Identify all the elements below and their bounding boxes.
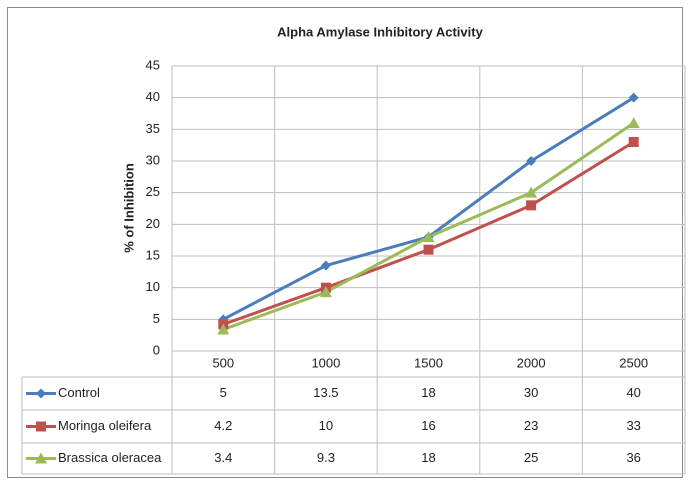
table-value: 10 [319, 418, 333, 433]
marker [525, 186, 538, 198]
marker [627, 117, 640, 128]
table-value: 18 [421, 385, 435, 400]
marker [422, 231, 435, 242]
x-tick-label: 1000 [311, 355, 340, 370]
table-value: 23 [524, 418, 538, 433]
y-tick-label: 10 [146, 279, 160, 294]
table-value: 25 [524, 450, 538, 465]
marker [628, 137, 639, 147]
x-tick-label: 1500 [414, 355, 443, 370]
y-tick-label: 25 [146, 184, 160, 199]
y-tick-label: 5 [153, 311, 160, 326]
legend-label: Control [58, 385, 100, 400]
y-axis-label: % of Inhibition [121, 163, 136, 253]
y-tick-label: 30 [146, 152, 160, 167]
x-tick-label: 500 [212, 355, 234, 370]
y-tick-label: 20 [146, 216, 160, 231]
marker [320, 260, 331, 271]
chart-frame [7, 7, 683, 478]
y-tick-label: 15 [146, 247, 160, 262]
marker [36, 388, 46, 399]
table-value: 4.2 [214, 418, 232, 433]
y-tick-label: 0 [153, 342, 160, 357]
table-value: 13.5 [313, 385, 338, 400]
table-value: 18 [421, 450, 435, 465]
y-tick-label: 35 [146, 121, 160, 136]
marker [217, 323, 230, 335]
x-tick-label: 2000 [517, 355, 546, 370]
table-value: 33 [626, 418, 640, 433]
table-value: 40 [626, 385, 640, 400]
marker [628, 92, 639, 103]
table-value: 30 [524, 385, 538, 400]
marker [526, 156, 537, 166]
legend-label: Moringa oleifera [58, 418, 152, 433]
table-value: 16 [421, 418, 435, 433]
marker [526, 200, 537, 211]
table-value: 9.3 [317, 450, 335, 465]
marker [36, 421, 46, 432]
marker [319, 286, 332, 298]
table-value: 5 [220, 385, 227, 400]
marker [423, 244, 434, 255]
table-value: 36 [626, 450, 640, 465]
y-tick-label: 40 [146, 89, 160, 104]
table-value: 3.4 [214, 450, 232, 465]
legend-label: Brassica oleracea [58, 450, 162, 465]
chart-title: Alpha Amylase Inhibitory Activity [277, 24, 483, 39]
x-tick-label: 2500 [619, 355, 648, 370]
y-tick-label: 45 [146, 57, 160, 72]
marker [35, 452, 47, 464]
